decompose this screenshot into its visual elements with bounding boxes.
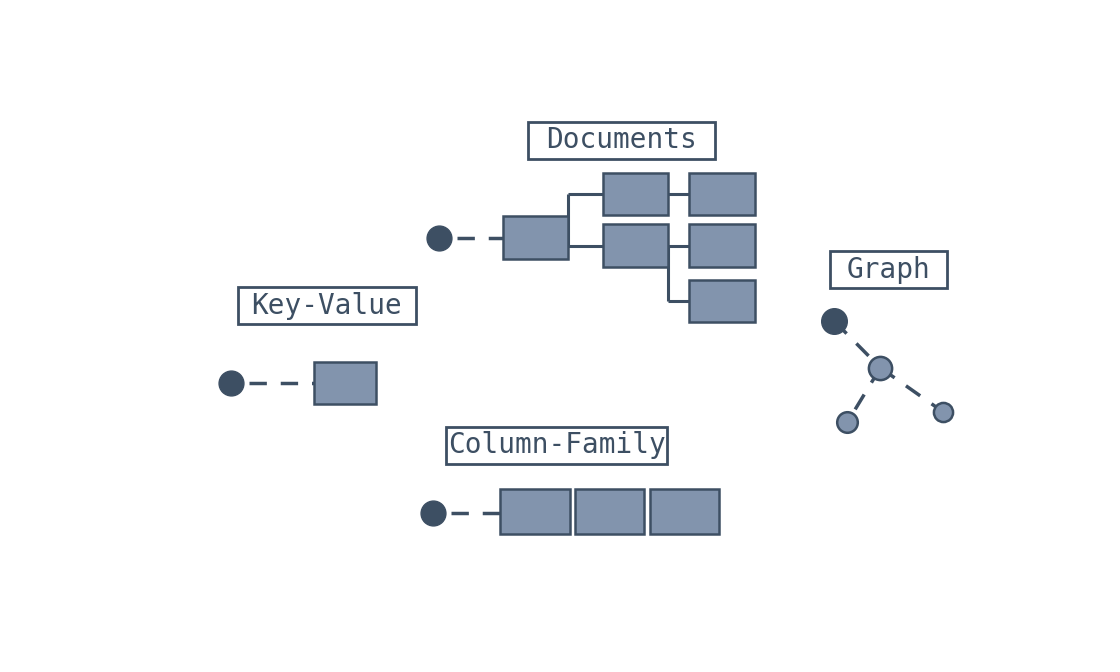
FancyBboxPatch shape bbox=[690, 173, 755, 215]
FancyBboxPatch shape bbox=[690, 224, 755, 267]
FancyBboxPatch shape bbox=[603, 224, 668, 267]
FancyBboxPatch shape bbox=[446, 427, 668, 464]
FancyBboxPatch shape bbox=[314, 362, 376, 404]
Text: Column-Family: Column-Family bbox=[448, 431, 665, 460]
Point bbox=[430, 233, 448, 244]
FancyBboxPatch shape bbox=[603, 173, 668, 215]
Text: Documents: Documents bbox=[547, 126, 697, 154]
Text: Key-Value: Key-Value bbox=[251, 292, 402, 320]
FancyBboxPatch shape bbox=[690, 280, 755, 323]
Point bbox=[825, 316, 843, 327]
FancyBboxPatch shape bbox=[529, 122, 715, 159]
FancyBboxPatch shape bbox=[650, 489, 719, 534]
Point bbox=[222, 378, 240, 388]
FancyBboxPatch shape bbox=[830, 251, 946, 288]
FancyBboxPatch shape bbox=[575, 489, 644, 534]
Text: Graph: Graph bbox=[847, 255, 930, 284]
FancyBboxPatch shape bbox=[503, 216, 568, 259]
Point bbox=[424, 507, 442, 518]
FancyBboxPatch shape bbox=[237, 287, 416, 325]
Point bbox=[934, 407, 952, 417]
FancyBboxPatch shape bbox=[501, 489, 570, 534]
Point bbox=[839, 417, 857, 427]
Point bbox=[871, 362, 889, 373]
